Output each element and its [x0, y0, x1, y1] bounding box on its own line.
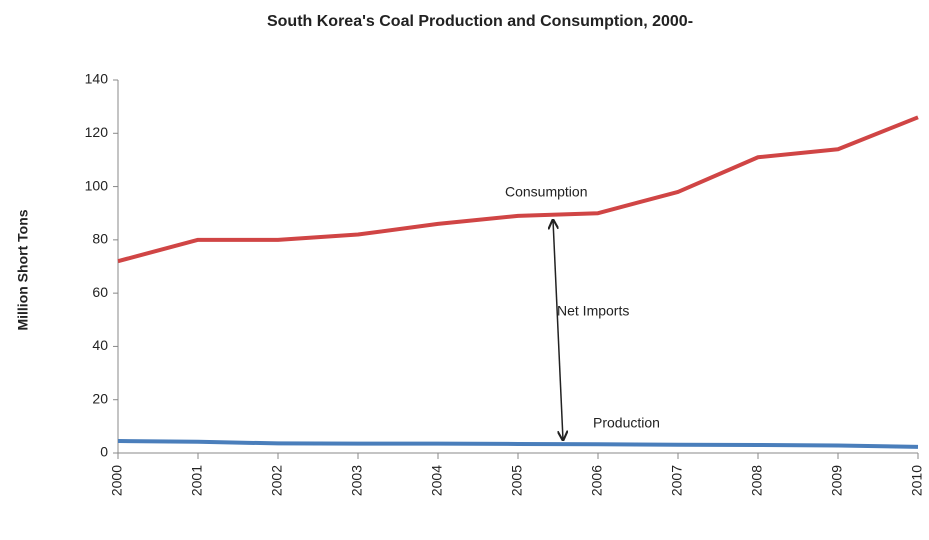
x-tick-label: 2007: [669, 465, 685, 496]
x-tick-label: 2008: [749, 465, 765, 496]
arrow: [553, 220, 563, 440]
line-series: [117, 115, 919, 264]
annotation: Net Imports: [557, 303, 629, 319]
annotation: Consumption: [505, 184, 588, 200]
x-tick-label: 2000: [109, 465, 125, 496]
chart-title: South Korea's Coal Production and Consum…: [267, 13, 693, 30]
y-tick-label: 100: [85, 177, 109, 193]
y-tick-label: 40: [92, 337, 108, 353]
y-tick-label: 60: [92, 284, 108, 300]
x-tick-label: 2010: [909, 465, 925, 496]
y-tick-label: 80: [92, 231, 108, 247]
y-tick-label: 140: [85, 71, 109, 87]
x-tick-label: 2004: [429, 465, 445, 496]
y-tick-label: 120: [85, 124, 109, 140]
y-tick-label: 20: [92, 390, 108, 406]
x-tick-label: 2009: [829, 465, 845, 496]
annotation: Production: [593, 415, 660, 431]
y-axis-label: Million Short Tons: [15, 209, 31, 330]
y-tick-label: 0: [100, 444, 108, 460]
line-series: [117, 439, 919, 449]
x-tick-label: 2005: [509, 465, 525, 496]
x-tick-label: 2001: [189, 465, 205, 496]
x-tick-label: 2002: [269, 465, 285, 496]
x-tick-label: 2003: [349, 465, 365, 496]
x-tick-label: 2006: [589, 465, 605, 496]
